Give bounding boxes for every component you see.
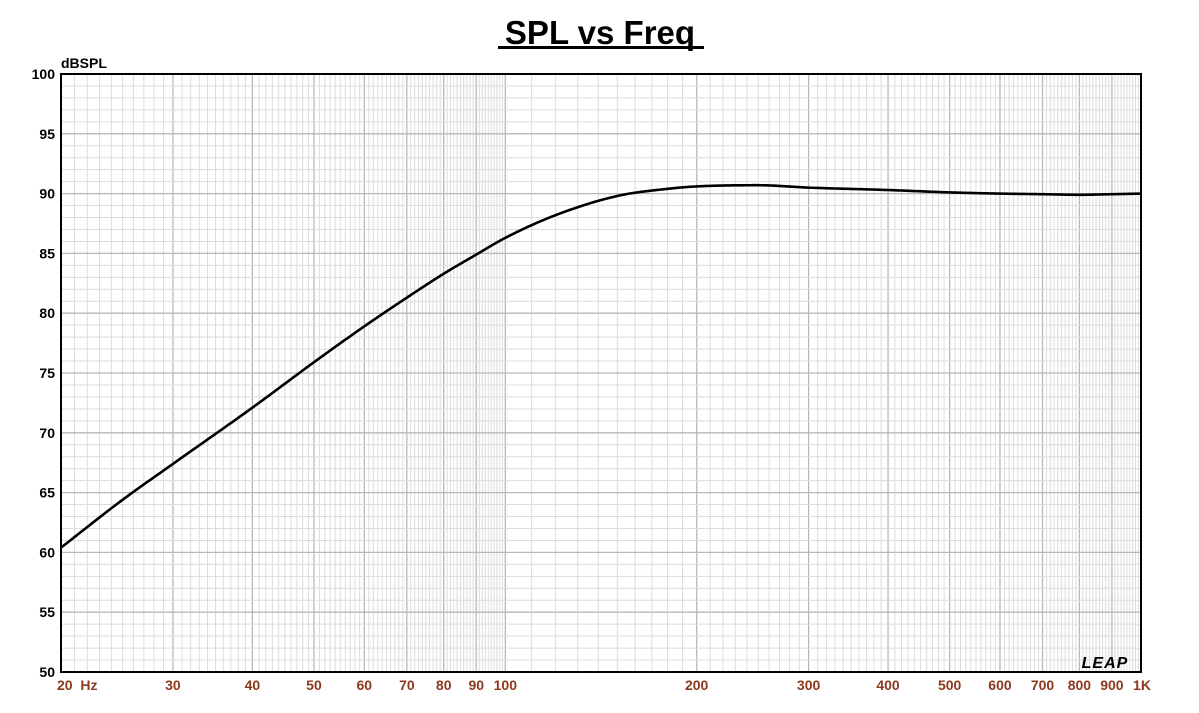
grid-layer [60, 73, 1142, 673]
x-tick-label: 80 [436, 677, 452, 693]
spl-curve [60, 183, 1142, 549]
y-tick-label: 90 [39, 186, 55, 202]
x-tick-label: 50 [306, 677, 322, 693]
x-tick-label: 70 [399, 677, 415, 693]
y-tick-label: 70 [39, 425, 55, 441]
y-tick-label: 55 [39, 604, 55, 620]
x-tick-label: 1K [1133, 677, 1151, 693]
y-tick-label: 60 [39, 544, 55, 560]
chart-title: SPL vs Freq [505, 14, 695, 51]
x-tick-label: 90 [468, 677, 484, 693]
y-tick-label: 80 [39, 305, 55, 321]
x-tick-label: 600 [988, 677, 1012, 693]
y-tick-label: 65 [39, 485, 55, 501]
x-tick-label: 100 [494, 677, 518, 693]
y-tick-label: 75 [39, 365, 55, 381]
x-tick-label: 30 [165, 677, 181, 693]
x-tick-label: 900 [1100, 677, 1124, 693]
y-ticks: 100 95 90 85 80 75 70 65 60 55 50 [32, 66, 56, 680]
x-tick-label: 40 [245, 677, 261, 693]
x-tick-label: 60 [357, 677, 373, 693]
y-tick-label: 95 [39, 126, 55, 142]
leap-logo: LEAP [1082, 655, 1129, 672]
y-tick-label: 100 [32, 66, 56, 82]
x-tick-label: 400 [876, 677, 900, 693]
y-axis-label: dBSPL [61, 55, 107, 71]
x-tick-label: 700 [1031, 677, 1055, 693]
title-underline [498, 46, 704, 49]
x-tick-label: 500 [938, 677, 962, 693]
x-tick-label: 800 [1068, 677, 1092, 693]
x-ticks: 20 Hz 30 40 50 60 70 80 90 100 200 300 400 500 600 700… [57, 677, 1151, 693]
y-tick-label: 85 [39, 245, 55, 261]
plot-frame [60, 73, 1142, 673]
y-tick-label: 50 [39, 664, 55, 680]
x-tick-label: 20 Hz [57, 677, 97, 693]
x-tick-label: 300 [797, 677, 821, 693]
x-tick-label: 200 [685, 677, 709, 693]
